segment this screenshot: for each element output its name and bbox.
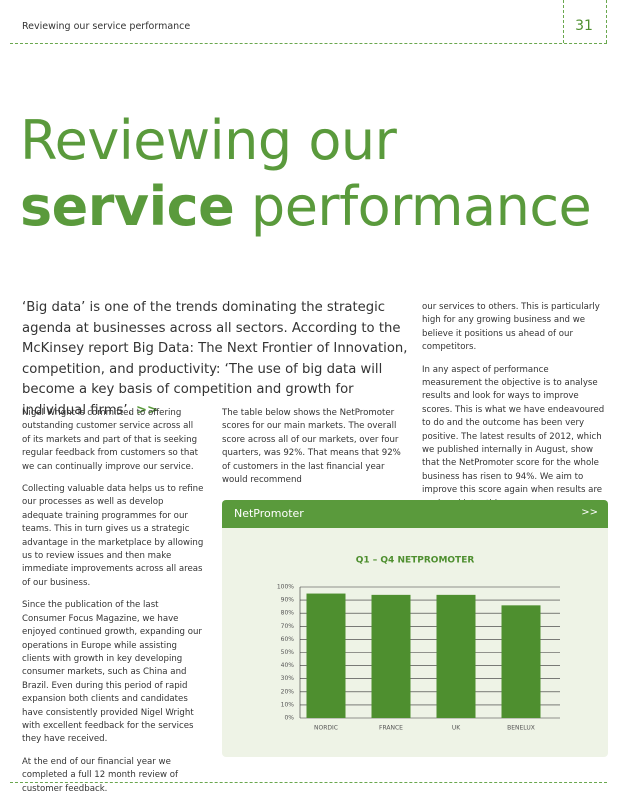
y-tick-label: 40%: [281, 662, 295, 669]
y-tick-label: 70%: [281, 623, 295, 630]
chart-panel: NetPromoter >> Q1 – Q4 NETPROMOTER 0% 10%…: [222, 500, 608, 757]
x-tick-label: FRANCE: [379, 725, 403, 732]
y-tick-label: 100%: [277, 584, 294, 591]
column: our services to others. This is particul…: [422, 301, 608, 520]
y-tick-label: 50%: [281, 649, 295, 656]
page-number: 31: [575, 18, 593, 34]
y-tick-label: 0%: [284, 715, 294, 722]
intro-more: >>: [136, 402, 159, 418]
panel-more: >>: [581, 507, 598, 518]
title-rest: performance: [250, 175, 592, 238]
bar: [306, 593, 346, 718]
chart: Q1 – Q4 NETPROMOTER 0% 10% 20% 30% 40% 50% 60%…: [277, 556, 560, 732]
paragraph: The table below shows the NetPromoter sc…: [222, 408, 401, 486]
y-tick-label: 30%: [281, 675, 295, 682]
x-tick-label: UK: [452, 725, 461, 732]
y-tick-label: 20%: [281, 688, 295, 695]
bar: [501, 605, 541, 718]
y-tick-label: 80%: [281, 610, 295, 617]
paragraph: Collecting valuable data helps us to ref…: [22, 484, 204, 588]
paragraph: At the end of our financial year we comp…: [22, 756, 179, 794]
running-title: Reviewing our service performance: [22, 21, 191, 32]
x-tick-label: NORDIC: [314, 725, 338, 732]
title-line: Reviewing our: [20, 109, 397, 172]
paragraph: Nigel Wright is committed to offering ou…: [22, 408, 198, 472]
bar: [371, 594, 411, 718]
panel-title: NetPromoter: [234, 507, 304, 520]
paragraph: Since the publication of the last Consum…: [22, 600, 202, 745]
paragraph: our services to others. This is particul…: [422, 302, 600, 353]
page-number-box: [563, 0, 607, 43]
bar: [436, 594, 476, 718]
chart-title: Q1 – Q4 NETPROMOTER: [356, 556, 475, 566]
column: Nigel Wright is committed to offering ou…: [22, 407, 204, 805]
footer-rule: [10, 782, 607, 783]
intro-text: ‘Big data’ is one of the trends dominati…: [22, 300, 408, 418]
y-tick-label: 60%: [281, 636, 295, 643]
paragraph: In any aspect of performance measurement…: [422, 364, 605, 509]
title-line: service performance: [20, 174, 592, 240]
panel-header: NetPromoter >>: [222, 500, 608, 528]
y-tick-label: 90%: [281, 597, 295, 604]
header-rule: [10, 43, 607, 44]
x-tick-label: BENELUX: [507, 725, 535, 732]
y-tick-label: 10%: [281, 701, 295, 708]
title: Reviewing our service performance: [20, 108, 592, 240]
column: The table below shows the NetPromoter sc…: [222, 407, 402, 496]
intro: ‘Big data’ is one of the trends dominati…: [22, 298, 410, 422]
title-bold: service: [20, 175, 235, 238]
